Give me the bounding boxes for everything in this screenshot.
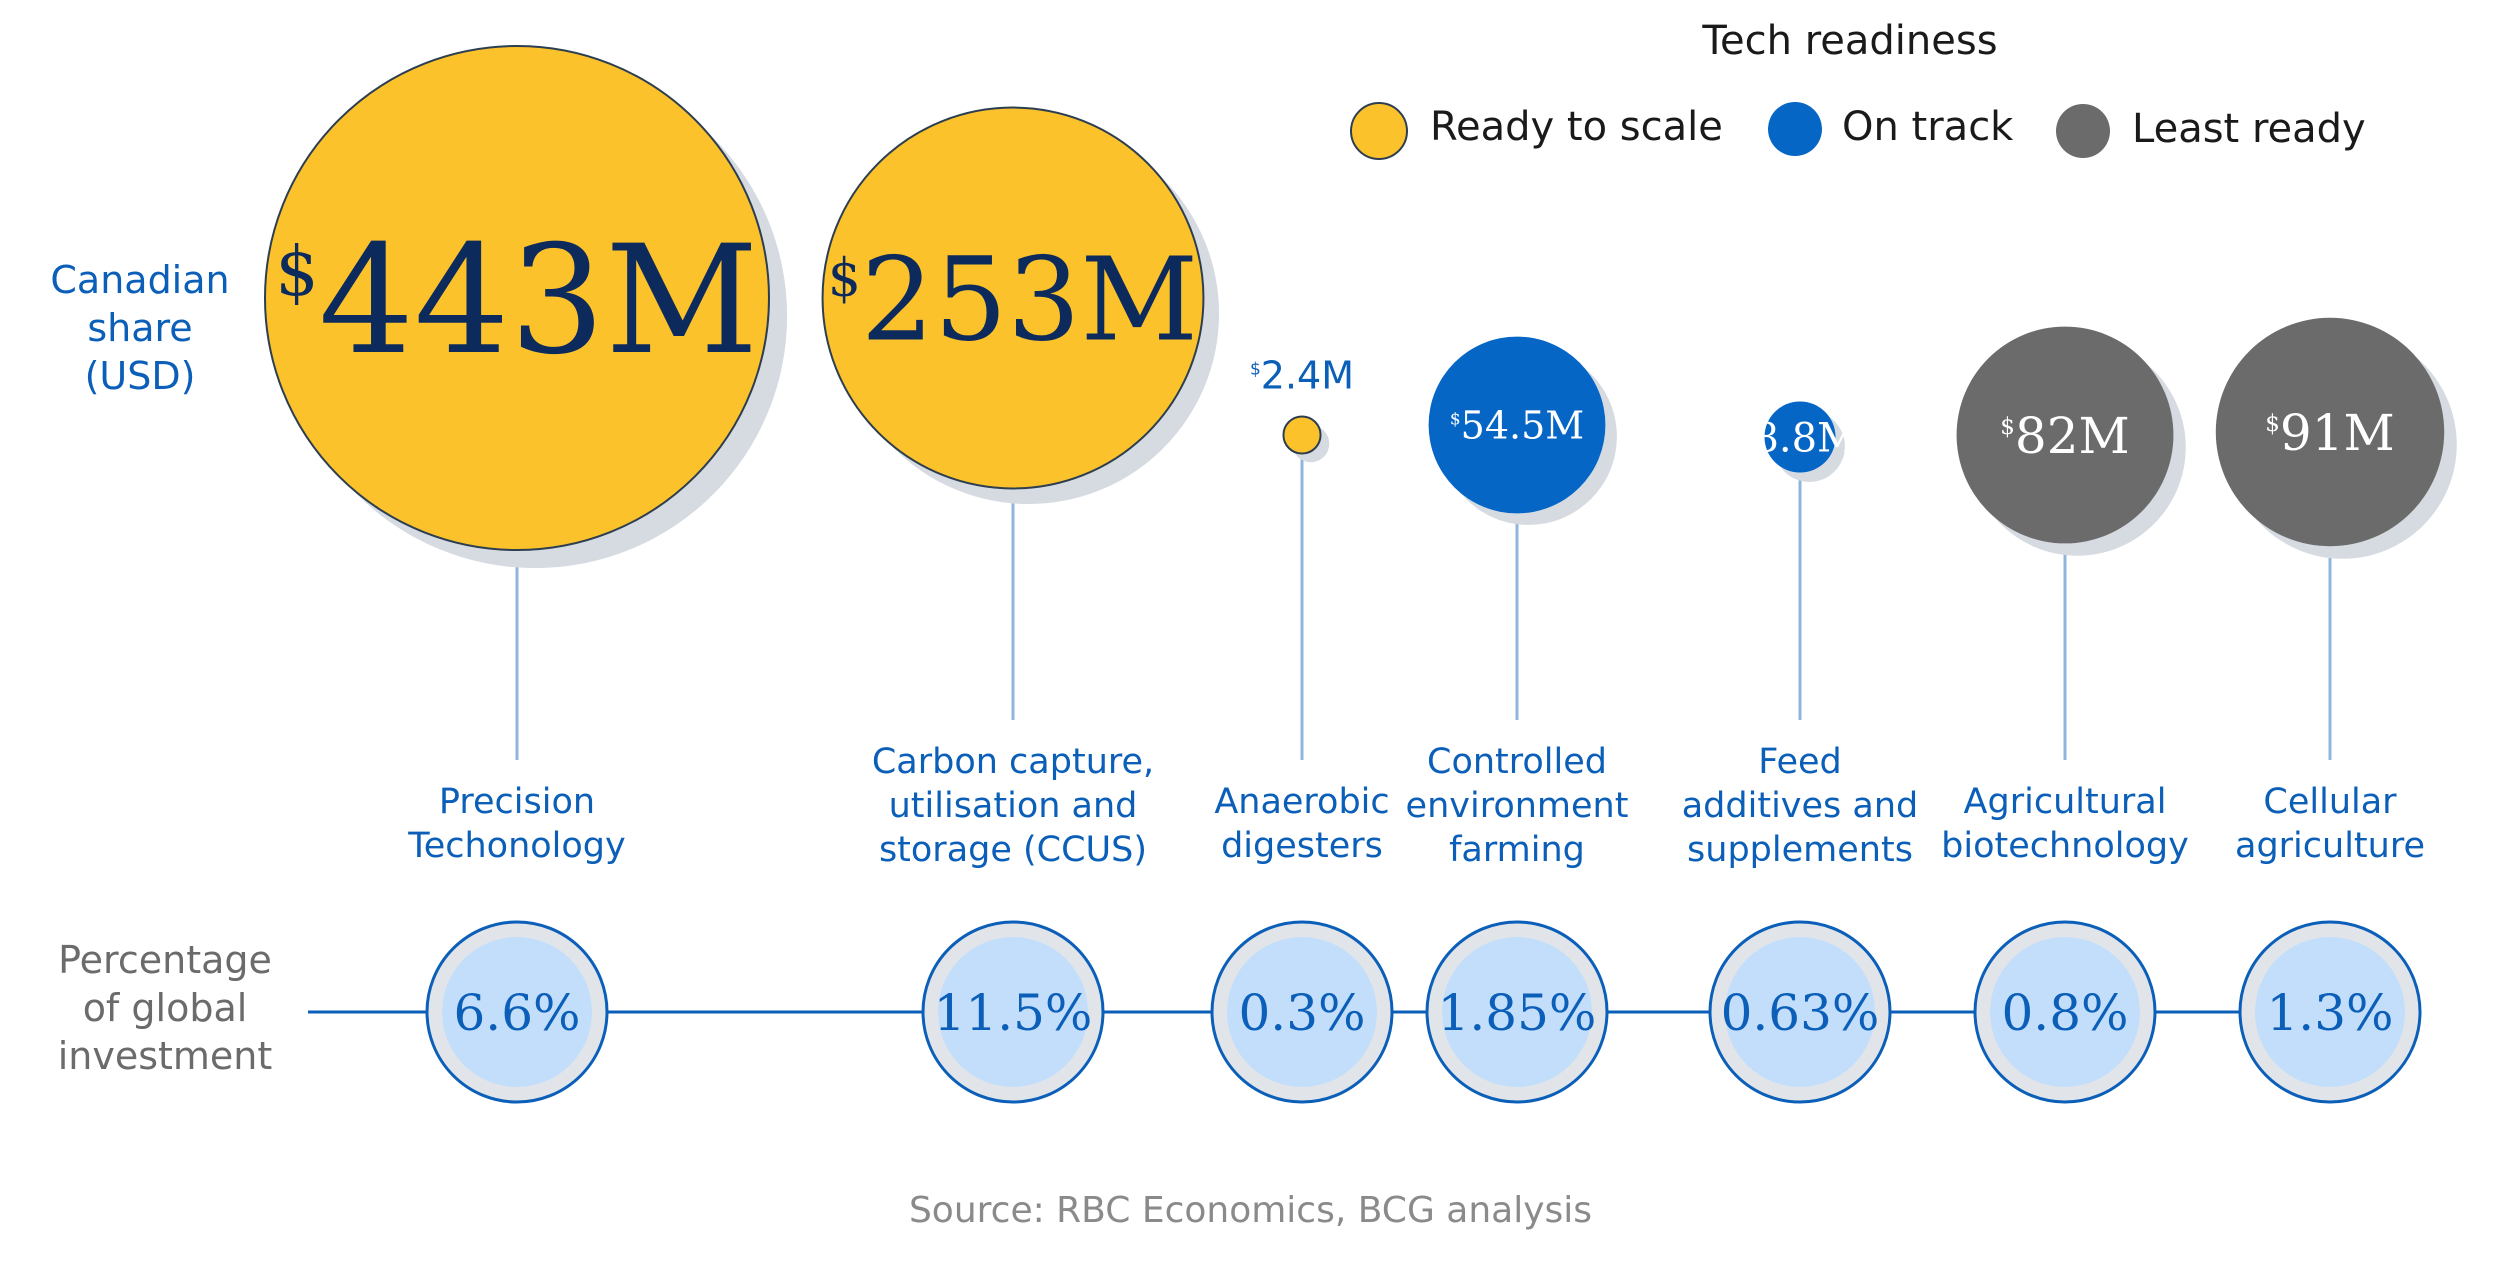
canadian-share-label: Canadian share (USD): [50, 258, 230, 398]
share-bubble: [264, 45, 770, 551]
category-label: Carbon capture, utilisation and storage …: [871, 742, 1155, 870]
percentage-value-label: 11.5%: [934, 984, 1093, 1042]
legend-label-on-track: On track: [1842, 104, 2014, 150]
percentage-value-label: 1.3%: [2266, 984, 2393, 1042]
percentage-value-label: 6.6%: [453, 984, 580, 1042]
legend-dot-ready-to-scale: [1350, 102, 1408, 160]
share-value-label: $443M: [275, 214, 758, 388]
percentage-inner-circle: [1442, 937, 1592, 1087]
share-value-label: $2.4M: [1250, 353, 1354, 397]
percentage-inner-circle: [2255, 937, 2405, 1087]
share-bubble: [1428, 336, 1606, 514]
percentage-value-label: 0.8%: [2001, 984, 2128, 1042]
share-bubble: [2215, 317, 2445, 547]
category-label: Controlled environment farming: [1405, 742, 1629, 870]
percentage-inner-circle: [938, 937, 1088, 1087]
percentage-inner-circle: [1227, 937, 1377, 1087]
share-value-label: $8.8M: [1742, 415, 1858, 461]
legend-title: Tech readiness: [1702, 18, 1998, 64]
category-label: Feed additives and supplements: [1681, 742, 1919, 870]
legend-dot-least-ready: [2056, 104, 2110, 158]
share-value-label: $91M: [2265, 404, 2394, 462]
percentage-value-label: 1.85%: [1438, 984, 1597, 1042]
legend-dot-on-track: [1768, 102, 1822, 156]
share-bubble: [1764, 401, 1836, 473]
category-label: Agricultural biotechnology: [1941, 782, 2189, 866]
share-value-label: $82M: [2000, 407, 2129, 465]
source-note: Source: RBC Economics, BCG analysis: [908, 1190, 1593, 1231]
category-label: Cellular agriculture: [2235, 782, 2425, 866]
percentage-value-label: 0.63%: [1721, 984, 1880, 1042]
percentage-value-label: 0.3%: [1238, 984, 1365, 1042]
category-label: Precision Techonology: [408, 782, 626, 866]
share-bubble: [1956, 326, 2174, 544]
share-value-label: $54.5M: [1450, 404, 1584, 448]
share-value-label: $253M: [828, 233, 1198, 367]
percentage-inner-circle: [442, 937, 592, 1087]
percentage-inner-circle: [1990, 937, 2140, 1087]
percentage-of-global-investment-label: Percentage of global investment: [57, 938, 273, 1078]
legend-label-ready-to-scale: Ready to scale: [1430, 104, 1723, 150]
share-bubble: [1282, 415, 1322, 455]
legend-label-least-ready: Least ready: [2132, 106, 2366, 152]
percentage-inner-circle: [1725, 937, 1875, 1087]
share-bubble: [821, 106, 1205, 490]
category-label: Anaerobic digesters: [1214, 782, 1390, 866]
